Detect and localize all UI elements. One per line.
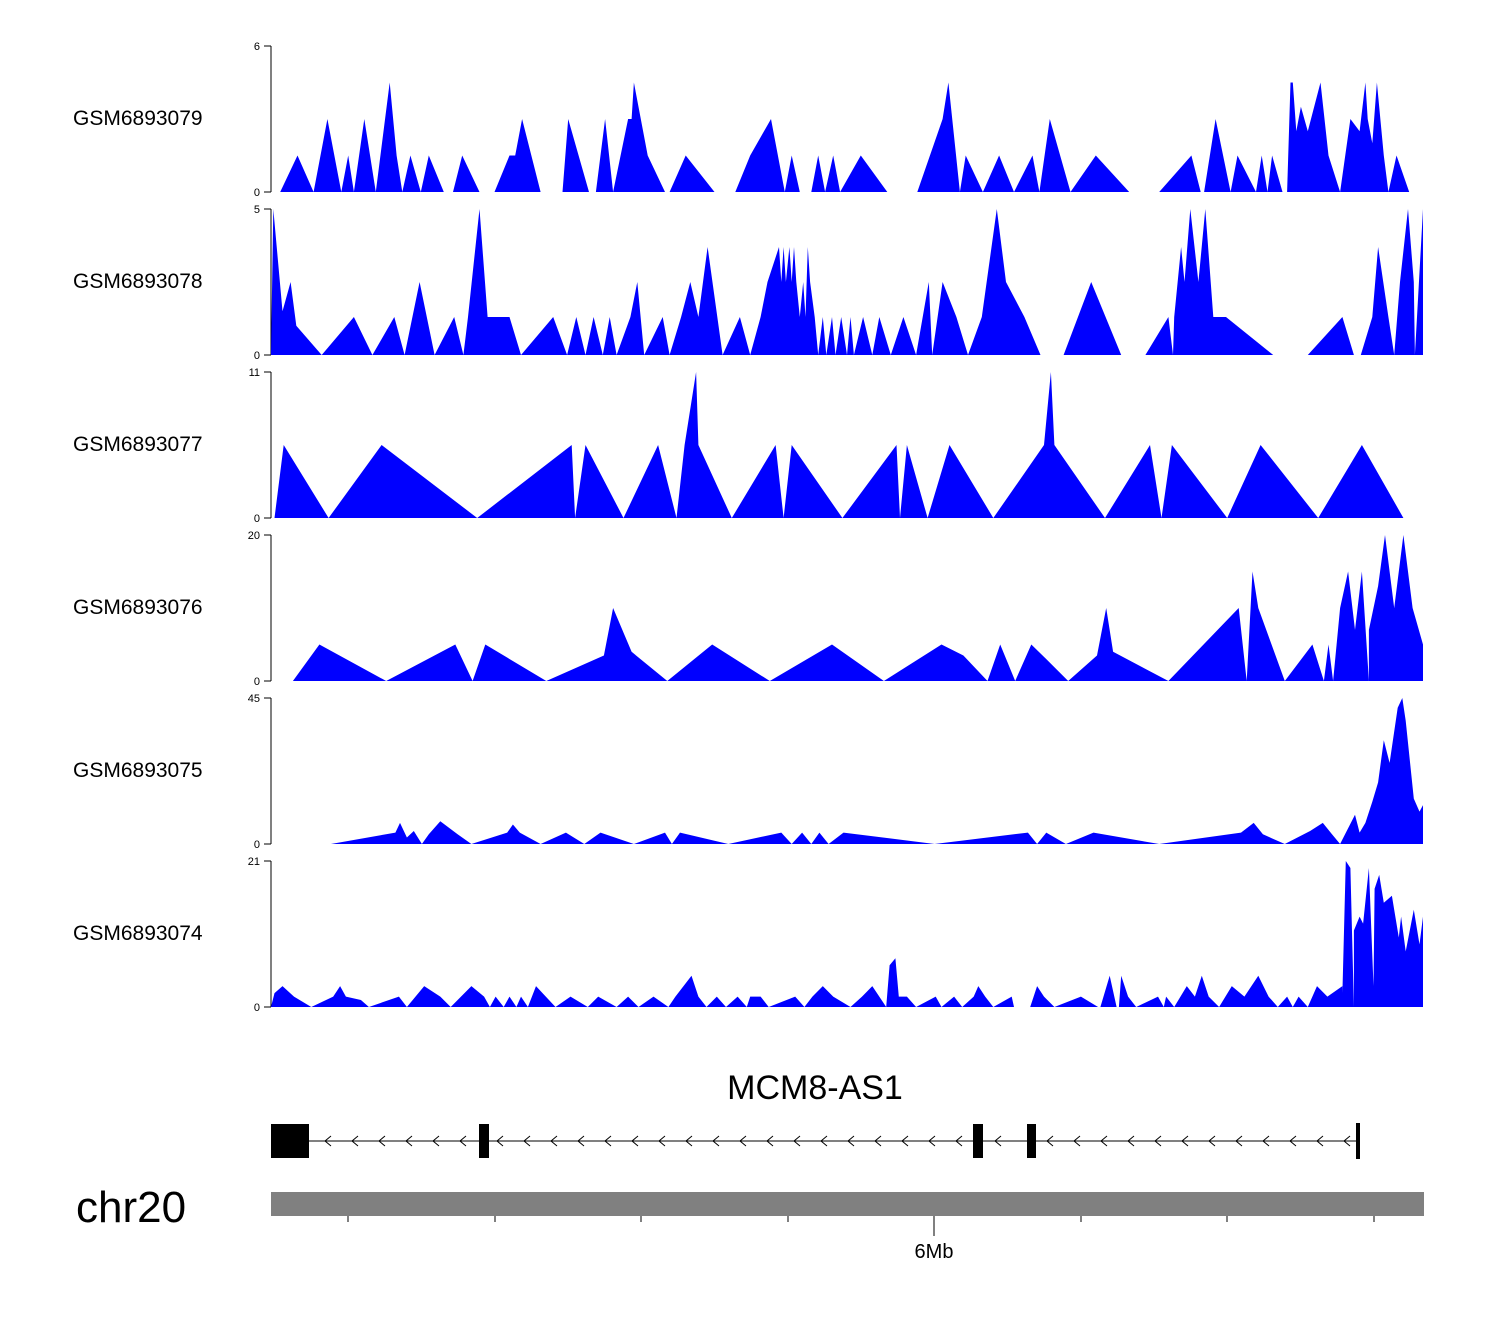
strand-arrow <box>874 1135 882 1147</box>
track-sample-label: GSM6893078 <box>73 270 203 293</box>
gene-exon <box>1027 1124 1036 1158</box>
coverage-area <box>292 535 1423 681</box>
strand-arrow <box>685 1135 693 1147</box>
strand-arrow <box>1046 1135 1054 1147</box>
strand-arrow <box>1073 1135 1081 1147</box>
strand-arrow <box>994 1135 1002 1147</box>
gene-model: MCM8-AS1 <box>271 1069 1360 1159</box>
chromosome-axis: chr20 6Mb <box>76 1183 1424 1263</box>
chromosome-name-label: chr20 <box>76 1183 186 1232</box>
coverage-area <box>271 209 1423 355</box>
gene-structure <box>271 1123 1360 1159</box>
strand-arrow <box>577 1135 585 1147</box>
y-tick-label-min: 0 <box>254 1002 260 1014</box>
strand-arrow <box>658 1135 666 1147</box>
y-tick-label-min: 0 <box>254 187 260 199</box>
track-sample-label: GSM6893079 <box>73 107 203 130</box>
strand-arrow <box>1100 1135 1108 1147</box>
y-tick-label-max: 6 <box>254 41 260 53</box>
track-sample-label: GSM6893075 <box>73 759 203 782</box>
chromosome-ideogram-bar <box>271 1192 1424 1216</box>
y-tick-label-min: 0 <box>254 513 260 525</box>
strand-arrow <box>793 1135 801 1147</box>
strand-arrow <box>1235 1135 1243 1147</box>
track-sample-label: GSM6893074 <box>73 922 203 945</box>
strand-arrow <box>739 1135 747 1147</box>
strand-arrow <box>1181 1135 1189 1147</box>
strand-arrow <box>496 1135 504 1147</box>
strand-arrow <box>405 1135 413 1147</box>
strand-arrow <box>1289 1135 1297 1147</box>
strand-arrow <box>1208 1135 1216 1147</box>
chromosome-ticks <box>347 1216 1375 1236</box>
y-tick-label-max: 5 <box>254 204 260 216</box>
strand-arrow <box>351 1135 359 1147</box>
gene-exon <box>973 1124 983 1158</box>
coverage-area <box>271 861 1423 1007</box>
strand-arrow <box>550 1135 558 1147</box>
gene-exon <box>1356 1123 1360 1159</box>
gene-exon <box>271 1124 309 1158</box>
strand-arrow <box>604 1135 612 1147</box>
strand-arrow <box>378 1135 386 1147</box>
coverage-track: GSM6893079 6 0 <box>73 41 1424 199</box>
x-axis-tick-label-6mb: 6Mb <box>915 1241 954 1263</box>
strand-arrow <box>955 1135 963 1147</box>
coverage-track: GSM6893076 20 0 <box>73 530 1423 688</box>
strand-arrow <box>766 1135 774 1147</box>
track-sample-label: GSM6893077 <box>73 433 203 456</box>
strand-arrow <box>1127 1135 1135 1147</box>
y-tick-label-max: 45 <box>248 693 260 705</box>
strand-arrow <box>1343 1135 1351 1147</box>
strand-arrow <box>523 1135 531 1147</box>
coverage-area <box>274 372 1404 518</box>
strand-arrow <box>459 1135 467 1147</box>
strand-arrow <box>820 1135 828 1147</box>
coverage-track: GSM6893075 45 0 <box>73 693 1423 851</box>
coverage-tracks: GSM689307960GSM689307850GSM6893077110GSM… <box>73 41 1424 1014</box>
coverage-track: GSM6893077 11 0 <box>73 367 1404 525</box>
gene-name-label: MCM8-AS1 <box>727 1069 903 1107</box>
strand-arrow <box>901 1135 909 1147</box>
track-sample-label: GSM6893076 <box>73 596 203 619</box>
y-tick-label-max: 20 <box>248 530 260 542</box>
gene-exon <box>479 1124 489 1158</box>
strand-arrow <box>1154 1135 1162 1147</box>
strand-arrow <box>432 1135 440 1147</box>
strand-arrow <box>324 1135 332 1147</box>
strand-arrow <box>1262 1135 1270 1147</box>
strand-arrow <box>631 1135 639 1147</box>
y-tick-label-min: 0 <box>254 676 260 688</box>
coverage-track: GSM6893078 5 0 <box>73 204 1423 362</box>
y-tick-label-min: 0 <box>254 350 260 362</box>
coverage-area <box>330 698 1423 844</box>
strand-arrow <box>928 1135 936 1147</box>
strand-arrow <box>712 1135 720 1147</box>
strand-arrow <box>847 1135 855 1147</box>
coverage-area <box>280 82 1424 192</box>
y-tick-label-max: 11 <box>249 367 260 379</box>
y-tick-label-min: 0 <box>254 839 260 851</box>
coverage-track: GSM6893074 21 0 <box>73 856 1423 1014</box>
strand-arrow <box>1316 1135 1324 1147</box>
y-tick-label-max: 21 <box>248 856 260 868</box>
